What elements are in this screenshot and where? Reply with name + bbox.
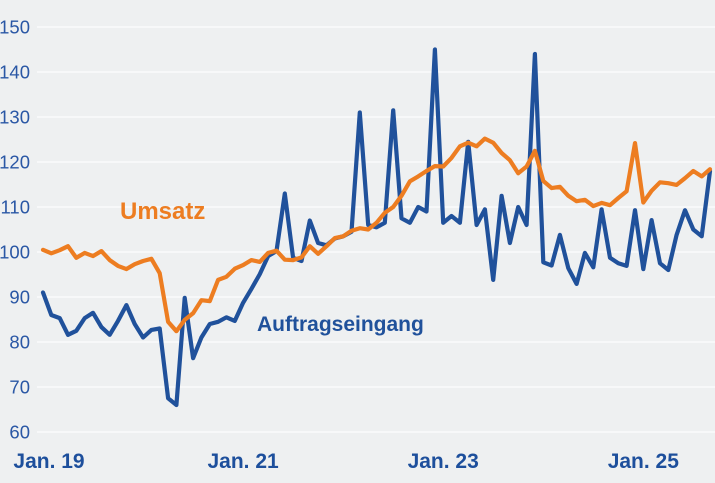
y-tick-label-60: 60 bbox=[9, 422, 30, 443]
y-tick-label-110: 110 bbox=[1, 197, 31, 218]
x-tick-label-Jan-19: Jan. 19 bbox=[13, 450, 84, 473]
y-tick-label-150: 150 bbox=[0, 17, 30, 38]
y-tick-label-80: 80 bbox=[9, 332, 30, 353]
x-tick-label-Jan-21: Jan. 21 bbox=[207, 450, 279, 473]
y-tick-label-120: 120 bbox=[0, 152, 30, 173]
auftragseingang-series-label: Auftragseingang bbox=[257, 313, 424, 336]
y-tick-label-70: 70 bbox=[9, 377, 30, 398]
x-tick-label-Jan-25: Jan. 25 bbox=[608, 450, 680, 473]
series-line-umsatz bbox=[40, 136, 713, 334]
umsatz-series-label: Umsatz bbox=[120, 198, 206, 225]
x-tick-label-Jan-23: Jan. 23 bbox=[408, 450, 479, 473]
y-tick-label-130: 130 bbox=[0, 107, 30, 128]
y-tick-label-100: 100 bbox=[0, 242, 30, 263]
y-tick-label-140: 140 bbox=[0, 62, 30, 83]
y-tick-label-90: 90 bbox=[9, 287, 30, 308]
series-line-auftragseingang bbox=[40, 47, 713, 408]
